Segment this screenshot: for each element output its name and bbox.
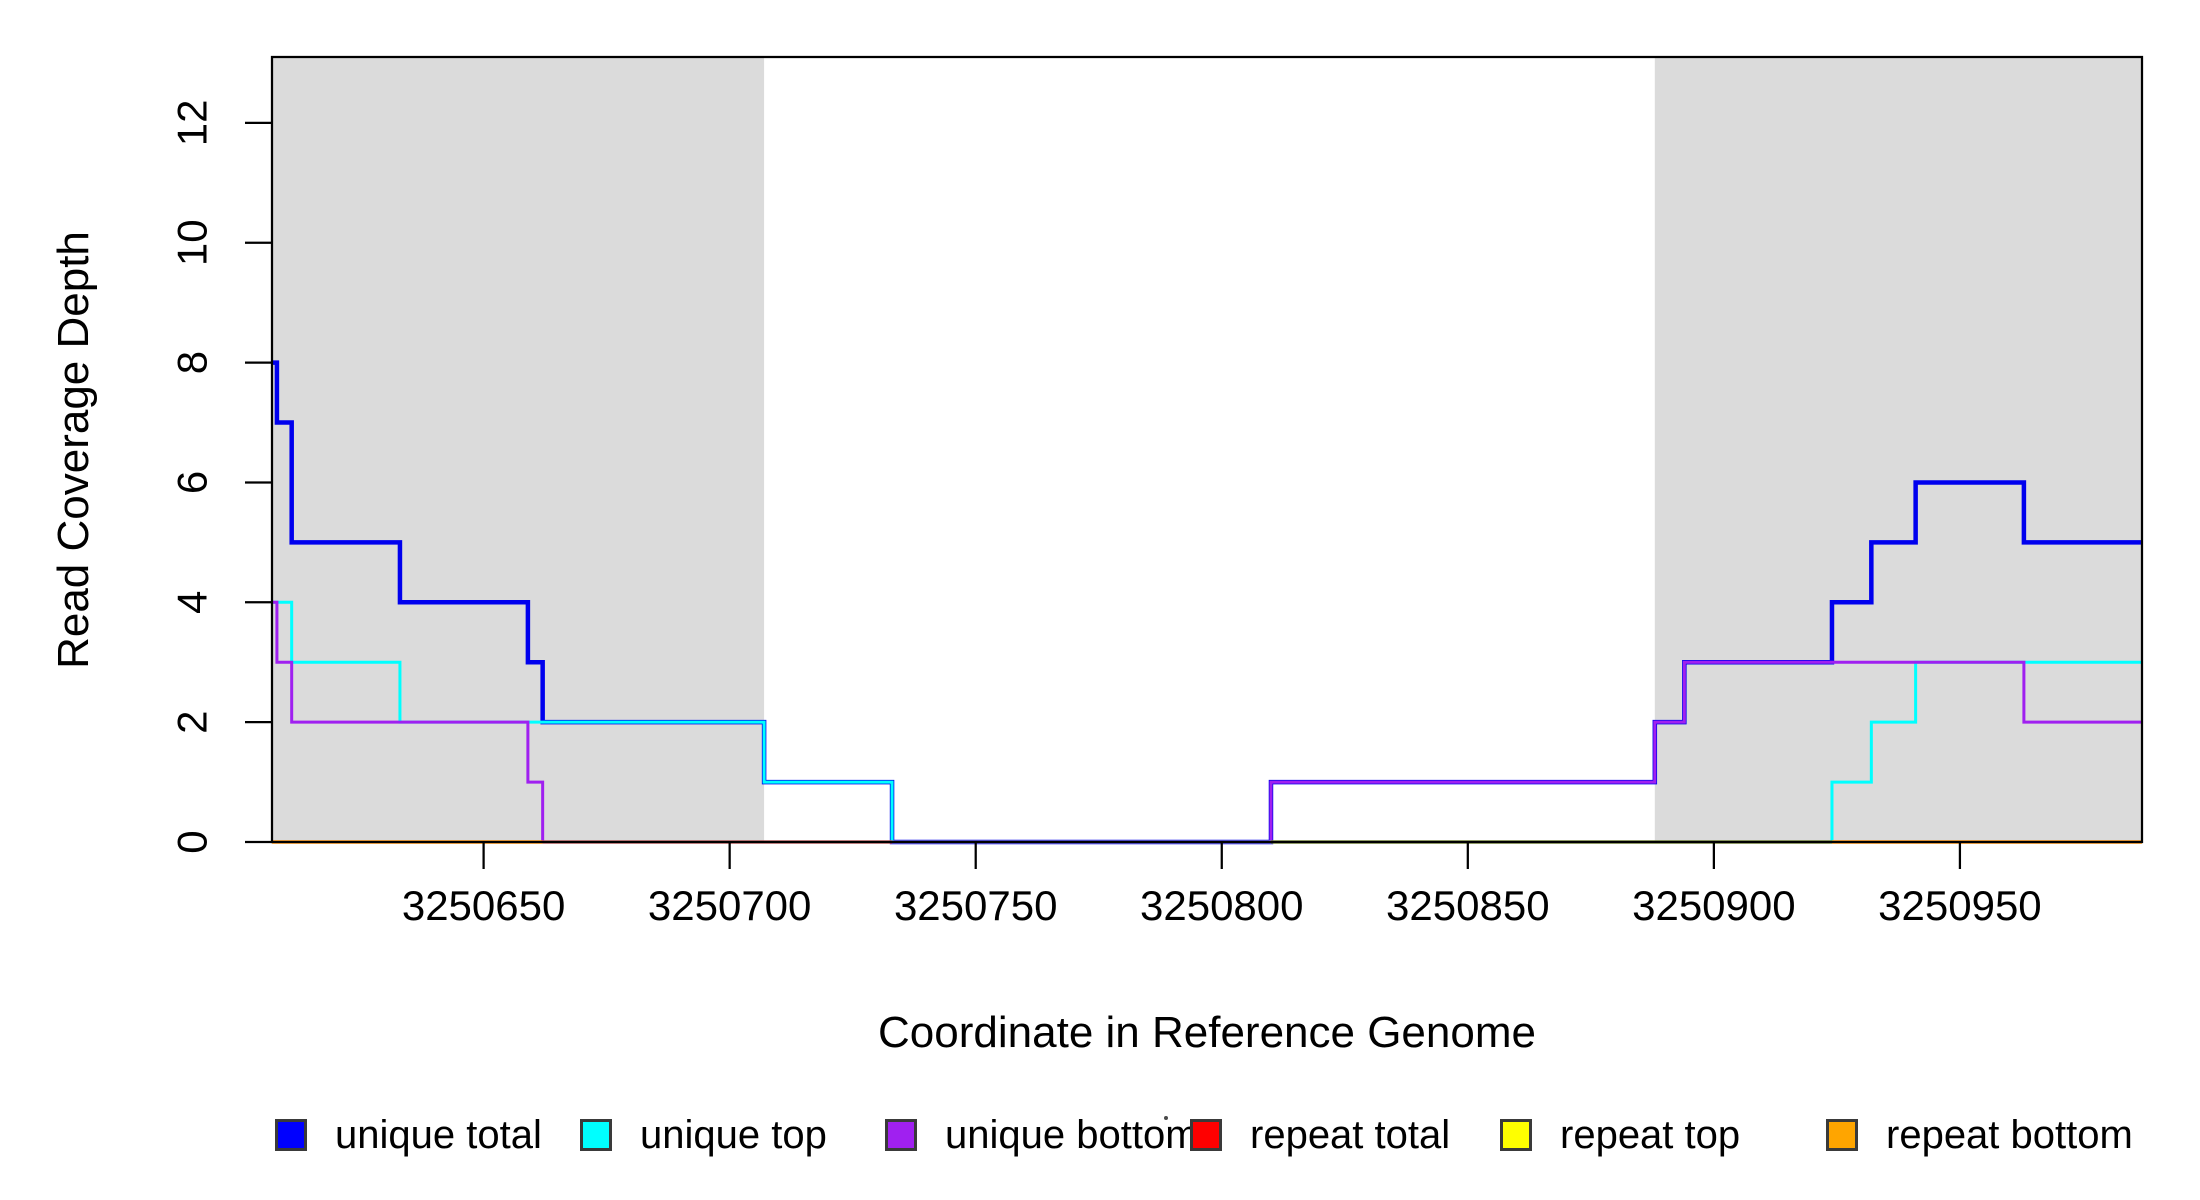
x-tick-label: 3250750 — [894, 882, 1058, 929]
stray-dot-artifact — [1164, 1116, 1168, 1120]
shaded-region — [1654, 57, 2142, 842]
plot-legend: unique total unique top unique bottom repea… — [0, 1109, 2200, 1189]
x-tick-label: 3250800 — [1140, 882, 1304, 929]
x-tick-label: 3250650 — [402, 882, 566, 929]
legend-item-repeat-bottom: repeat bottom — [1826, 1109, 2133, 1161]
legend-swatch — [275, 1119, 307, 1151]
legend-item-repeat-total: repeat total — [1190, 1109, 1450, 1161]
legend-label: unique bottom — [945, 1112, 1199, 1157]
legend-swatch — [1500, 1119, 1532, 1151]
legend-label: repeat bottom — [1886, 1112, 2133, 1157]
legend-item-unique-top: unique top — [580, 1109, 827, 1161]
x-tick-label: 3250950 — [1878, 882, 2042, 929]
legend-label: repeat total — [1250, 1112, 1451, 1157]
y-tick-label: 8 — [169, 351, 216, 374]
legend-item-repeat-top: repeat top — [1500, 1109, 1740, 1161]
legend-item-unique-bottom: unique bottom — [885, 1109, 1199, 1161]
y-tick-label: 0 — [169, 830, 216, 853]
y-axis-title: Read Coverage Depth — [49, 231, 98, 669]
legend-swatch — [580, 1119, 612, 1151]
coverage-plot: 3250650 3250700 3250750 3250800 3250850 32509… — [49, 55, 2144, 1057]
x-axis-title: Coordinate in Reference Genome — [878, 1008, 1536, 1057]
series-unique-top — [272, 600, 2142, 844]
x-tick-label: 3250900 — [1632, 882, 1796, 929]
legend-label: repeat top — [1560, 1112, 1741, 1157]
y-tick-label: 4 — [169, 591, 216, 614]
y-tick-label: 10 — [169, 219, 216, 266]
legend-label: unique total — [335, 1112, 542, 1157]
shaded-region — [272, 57, 765, 842]
legend-item-unique-total: unique total — [275, 1109, 542, 1161]
legend-label: unique top — [640, 1112, 827, 1157]
x-tick-label: 3250700 — [648, 882, 812, 929]
y-tick-label: 2 — [169, 710, 216, 733]
plot-layers: 3250650 3250700 3250750 3250800 3250850 32509… — [169, 55, 2144, 929]
legend-swatch — [885, 1119, 917, 1151]
x-tick-label: 3250850 — [1386, 882, 1550, 929]
y-tick-label: 6 — [169, 471, 216, 494]
legend-swatch — [1826, 1119, 1858, 1151]
plot-border — [270, 55, 2144, 844]
legend-swatch — [1190, 1119, 1222, 1151]
y-tick-label: 12 — [169, 100, 216, 147]
